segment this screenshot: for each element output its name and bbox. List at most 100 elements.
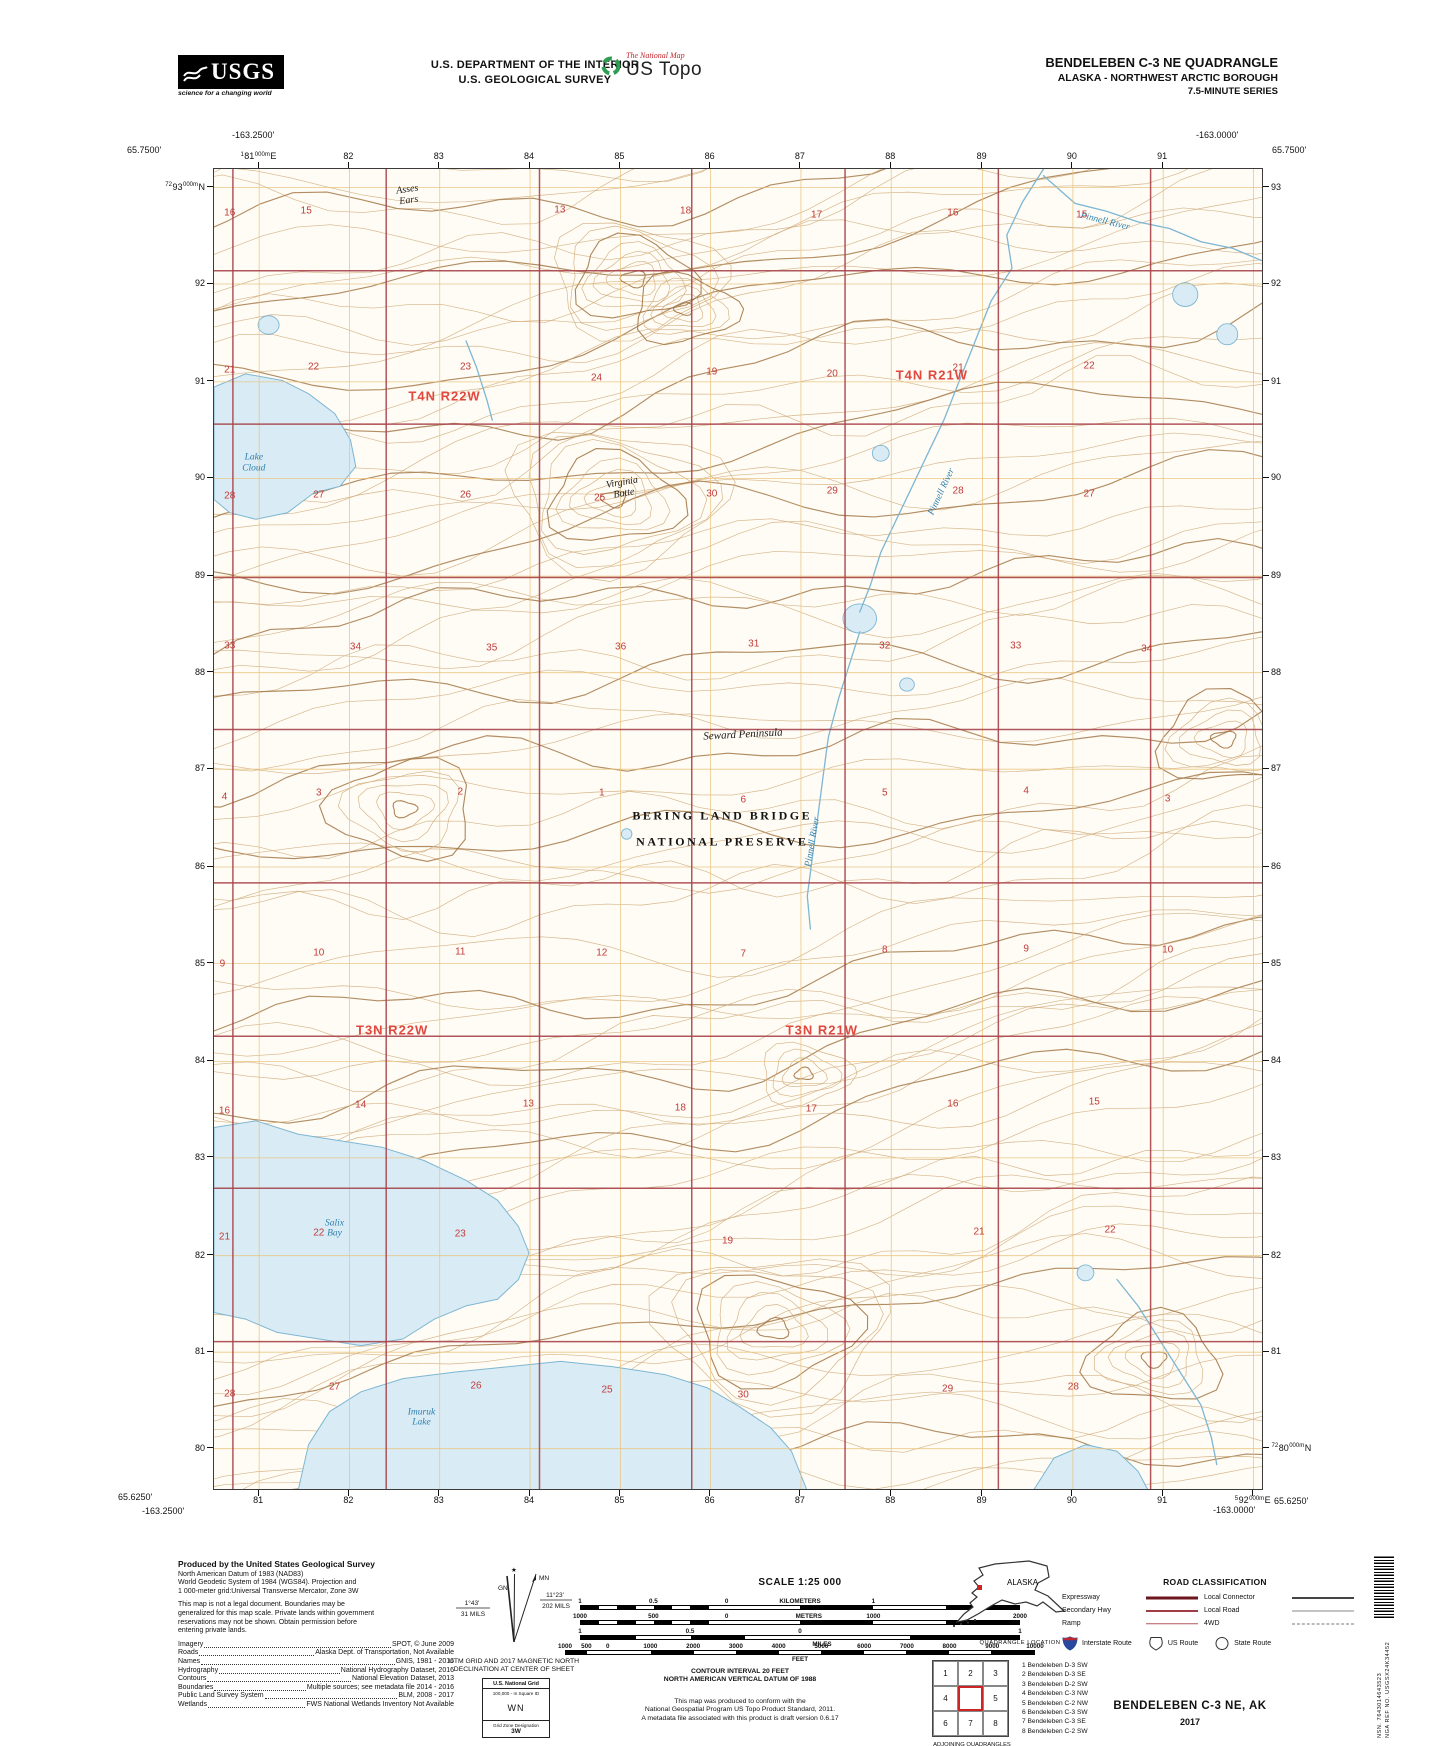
utm-northing-label-left: 89 (194, 570, 205, 581)
data-source-row: Wetlands FWS National Wetlands Inventory … (178, 1700, 454, 1708)
river (1042, 174, 1262, 262)
road-line-sample (1292, 1596, 1354, 1599)
section-number: 16 (224, 207, 236, 219)
quad-name: BENDELEBEN C-3 NE QUADRANGLE (1045, 55, 1278, 70)
utm-northing-label-right: 89 (1271, 570, 1282, 581)
data-source-row: Hydrography National Hydrography Dataset,… (178, 1666, 454, 1674)
data-sources-list: Imagery SPOT, © June 2009 Roads Alaska Dept… (178, 1641, 454, 1710)
section-number: 20 (826, 368, 838, 380)
scale-bar-label: 1000 (643, 1643, 658, 1650)
grid-tick (257, 1490, 259, 1496)
road-class-label: Expressway (1062, 1594, 1100, 1601)
section-number: 36 (615, 641, 627, 653)
section-number: 27 (328, 1381, 341, 1393)
scale-bar: 1000 500 0 1000 2000 3000 4000 5000 6000 7000 8000… (558, 1643, 1044, 1663)
utm-easting-label-top: 88 (885, 151, 896, 161)
township-range-label: T4N R21W (895, 367, 969, 383)
barcode (1374, 1556, 1394, 1618)
usng-title: U.S. National Grid (483, 1679, 549, 1689)
adjoining-cell: 4 (933, 1686, 958, 1711)
section-number: 30 (737, 1389, 749, 1401)
legal-note: This map is not a legal document. Bounda… (178, 1601, 375, 1635)
usgs-wave-icon (183, 66, 208, 82)
section-number: 21 (224, 364, 236, 376)
quad-state: ALASKA - NORTHWEST ARCTIC BOROUGH (1057, 72, 1278, 84)
grid-tick (618, 1490, 620, 1496)
datum-note: North American Datum of 1983 (NAD83) Worl… (178, 1570, 359, 1595)
road-line-sample (1146, 1609, 1198, 1612)
feature-label: Salix Bay (325, 1218, 345, 1239)
ustopo-label: US Topo (626, 59, 703, 80)
grid-tick (207, 1350, 213, 1352)
utm-northing-label-left: 82 (194, 1249, 205, 1260)
section-number: 4 (1023, 785, 1029, 797)
quad-location-marker (977, 1585, 982, 1590)
grid-tick (889, 162, 891, 168)
hill-contours (318, 222, 1262, 1418)
data-source-row: Boundaries Multiple sources; see metadata… (178, 1683, 454, 1691)
township-range-label: T3N R21W (785, 1022, 858, 1038)
utm-northing-label-left: 92 (194, 278, 205, 288)
usng-square-id: WN (507, 1702, 525, 1713)
township-range-label: T4N R22W (408, 388, 481, 404)
adjoining-cell: 2 (958, 1661, 983, 1686)
grid-tick (207, 476, 213, 478)
section-number: 29 (826, 485, 838, 497)
scale-bar: 1000 500 0 METERS 1000 2000 (573, 1613, 1027, 1628)
road-line-sample (1292, 1609, 1354, 1612)
grid-tick (438, 1490, 440, 1496)
section-number: 31 (748, 638, 760, 650)
grid-tick (709, 162, 711, 168)
scale-bar-label: 1000 (866, 1613, 881, 1620)
map-canvas: 16 15 13 18 17 16 15 21 22 23 24 19 20 21 22 28 27 26 25 30… (213, 168, 1263, 1490)
utm-easting-label-top: 91 (1157, 151, 1168, 161)
utm-northing-label-right: 93 (1271, 181, 1282, 192)
section-number: 12 (596, 947, 608, 959)
grid-tick (1263, 1350, 1269, 1352)
section-number: 29 (942, 1383, 954, 1395)
road-line-sample (1146, 1622, 1198, 1625)
section-number: 2 (457, 786, 464, 798)
feature-label: Pinnell River (803, 816, 823, 868)
utm-northing-label-right: 87 (1271, 763, 1282, 774)
utm-easting-label-top: 84 (524, 151, 535, 161)
data-source-row: Imagery SPOT, © June 2009 (178, 1640, 454, 1648)
dept-line2: U.S. GEOLOGICAL SURVEY (458, 74, 612, 86)
section-number: 1 (598, 787, 605, 799)
scale-bar-label: MILES (812, 1640, 832, 1648)
section-number: 35 (486, 642, 498, 654)
contour-interval-note: CONTOUR INTERVAL 20 FEET NORTH AMERICAN … (663, 1668, 817, 1684)
adjoining-list-item: 4 Bendeleben C-3 NW (1022, 1690, 1088, 1698)
utm-easting-label-bottom: 85 (614, 1495, 625, 1505)
road-class-label: Local Connector (1204, 1594, 1255, 1601)
utm-northing-label-left: 91 (194, 375, 205, 386)
road-class-label: Local Road (1204, 1607, 1240, 1614)
river (1116, 1278, 1218, 1466)
road-line-sample (1292, 1622, 1354, 1625)
section-number: 25 (601, 1384, 613, 1396)
utm-northing-label-right: 82 (1271, 1249, 1282, 1260)
usng-zone: 3W (511, 1727, 521, 1735)
scale-bar-label: 0 (605, 1643, 610, 1650)
grid-tick (1263, 767, 1269, 769)
grid-tick (528, 162, 530, 168)
grid-tick (1161, 1490, 1163, 1496)
utm-northing-label-left: 7293000mN (165, 181, 205, 192)
utm-easting-label-bottom: 89 (976, 1495, 987, 1505)
quadrangle-title: BENDELEBEN C-3 NE QUADRANGLE ALASKA - NO… (900, 55, 1278, 98)
section-number: 33 (224, 640, 236, 652)
utm-northing-label-right: 91 (1271, 375, 1282, 386)
section-number: 18 (680, 205, 692, 217)
data-source-row: Names GNIS, 1981 - 2016 (178, 1657, 454, 1666)
scale-bar-label: KILOMETERS (779, 1598, 821, 1605)
feature-label: Lake Cloud (242, 452, 266, 474)
adjoining-cell: 6 (933, 1711, 958, 1736)
section-number: 21 (952, 362, 964, 374)
utm-northing-label-left: 83 (194, 1151, 205, 1162)
utm-northing-label-right: 88 (1271, 666, 1282, 677)
scale-bar-label: 0 (724, 1598, 729, 1605)
sheet-year: 2017 (1179, 1717, 1201, 1727)
scale-bar-label: 1000 (557, 1643, 573, 1650)
corner-coord-sw-lon: -163.2500' (142, 1506, 185, 1516)
grid-tick (207, 962, 213, 964)
